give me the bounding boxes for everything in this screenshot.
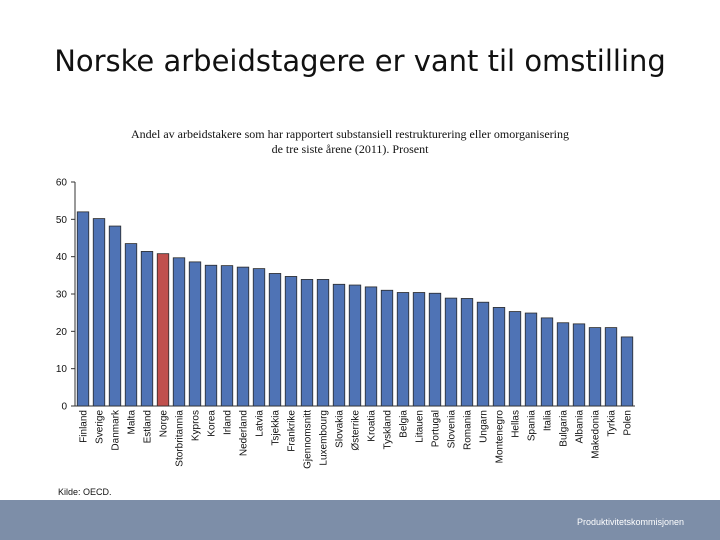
x-tick-label: Makedonia — [591, 410, 602, 459]
x-tick-label: Polen — [623, 410, 634, 436]
x-tick-label: Sverige — [95, 410, 106, 444]
bar-tyrkia — [604, 327, 618, 407]
x-tick-label: Romania — [463, 410, 474, 450]
x-tick-label: Malta — [127, 410, 138, 435]
bar-kroatia — [364, 286, 378, 407]
x-tick-label: Albania — [575, 410, 586, 444]
bar-kypros — [188, 261, 202, 407]
bar-tsjekkia — [268, 273, 282, 407]
x-tick-label: Slovakia — [335, 410, 346, 448]
bar-finland — [76, 211, 90, 407]
bars — [76, 211, 634, 407]
bar-belgia — [396, 292, 410, 407]
bar--sterrike — [348, 284, 362, 407]
x-tick-label: Kroatia — [367, 410, 378, 442]
bar-spania — [524, 312, 538, 407]
chart-title-line-1: Andel av arbeidstakere som har rapporter… — [131, 127, 569, 141]
chart-title: Andel av arbeidstakere som har rapporter… — [60, 127, 640, 157]
x-tick-label: Frankrike — [287, 410, 298, 452]
x-tick-label: Spania — [527, 410, 538, 442]
bar-gjennomsnitt — [300, 279, 314, 407]
x-tick-label: Estland — [143, 410, 154, 443]
bar-makedonia — [588, 327, 602, 407]
bar-portugal — [428, 292, 442, 407]
y-tick-label: 50 — [56, 215, 68, 226]
x-tick-label: Østerrike — [351, 410, 362, 451]
y-tick-label: 0 — [61, 402, 67, 413]
x-tick-label: Gjennomsnitt — [303, 410, 314, 469]
x-tick-label: Litauen — [415, 410, 426, 443]
x-tick-label: Storbritannia — [175, 410, 186, 467]
bar-norge — [156, 253, 170, 407]
x-tick-label: Norge — [159, 410, 170, 438]
x-tick-label: Tsjekkia — [271, 410, 282, 446]
bar-litauen — [412, 292, 426, 407]
bar-hellas — [508, 311, 522, 407]
x-tick-label: Tyskland — [383, 410, 394, 449]
bar-luxembourg — [316, 279, 330, 407]
bar-montenegro — [492, 307, 506, 407]
bar-romania — [460, 298, 474, 407]
bar-frankrike — [284, 276, 298, 407]
bar-italia — [540, 317, 554, 407]
bar-irland — [220, 265, 234, 407]
x-tick-label: Irland — [223, 410, 234, 435]
y-tick-label: 40 — [56, 252, 68, 263]
x-tick-label: Luxembourg — [319, 410, 330, 466]
bar-albania — [572, 323, 586, 407]
footer-text: Produktivitetskommisjonen — [576, 517, 684, 527]
bar-estland — [140, 251, 154, 407]
y-tick-label: 30 — [56, 290, 68, 301]
slide-title: Norske arbeidstagere er vant til omstill… — [54, 44, 666, 78]
x-tick-label: Belgia — [399, 410, 410, 438]
source-note: Kilde: OECD. — [58, 487, 112, 497]
bar-bulgaria — [556, 322, 570, 407]
x-tick-label: Danmark — [111, 409, 122, 451]
x-tick-label: Latvia — [255, 410, 266, 437]
bar-ungarn — [476, 301, 490, 407]
y-tick-label: 20 — [56, 327, 68, 338]
bar-slovakia — [332, 283, 346, 407]
bar-storbritannia — [172, 257, 186, 407]
x-axis-labels: Finland Sverige Danmark Malta Estland Norge St… — [79, 409, 634, 469]
bar-tyskland — [380, 289, 394, 407]
x-tick-label: Ungarn — [479, 410, 490, 443]
chart-title-line-2: de tre siste årene (2011). Prosent — [271, 142, 429, 156]
x-tick-label: Montenegro — [495, 410, 506, 464]
x-tick-label: Slovenia — [447, 410, 458, 449]
x-tick-label: Finland — [79, 410, 90, 443]
bar-danmark — [108, 225, 122, 407]
x-tick-label: Nederland — [239, 410, 250, 456]
y-axis-ticks: 0 10 20 30 40 50 60 — [56, 178, 75, 413]
bar-latvia — [252, 268, 266, 407]
y-tick-label: 60 — [56, 178, 68, 189]
bar-malta — [124, 243, 138, 407]
bar-nederland — [236, 266, 250, 407]
x-tick-label: Italia — [543, 410, 554, 432]
footer-band: Produktivitetskommisjonen — [0, 500, 720, 540]
bar-korea — [204, 264, 218, 407]
x-tick-label: Hellas — [511, 410, 522, 438]
x-tick-label: Tyrkia — [607, 410, 618, 437]
bar-polen — [620, 336, 634, 407]
x-tick-label: Bulgaria — [559, 410, 570, 447]
y-tick-label: 10 — [56, 364, 68, 375]
x-tick-label: Korea — [207, 410, 218, 437]
bar-slovenia — [444, 297, 458, 407]
x-tick-label: Portugal — [431, 410, 442, 447]
bar-sverige — [92, 218, 106, 407]
x-tick-label: Kypros — [191, 410, 202, 441]
